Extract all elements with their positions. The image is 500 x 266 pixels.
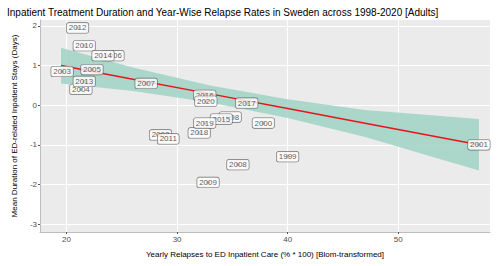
svg-text:2: 2: [33, 21, 38, 30]
svg-text:2017: 2017: [238, 99, 256, 108]
svg-text:-3: -3: [30, 220, 38, 229]
svg-text:2019: 2019: [196, 119, 214, 128]
svg-text:-1: -1: [30, 140, 38, 149]
svg-text:2010: 2010: [75, 41, 93, 50]
svg-text:-2: -2: [30, 180, 38, 189]
svg-text:2011: 2011: [160, 134, 178, 143]
svg-text:2018: 2018: [190, 128, 208, 137]
svg-text:Yearly Relapses to ED Inpatien: Yearly Relapses to ED Inpatient Care (% …: [146, 250, 384, 259]
svg-text:Inpatient Treatment Duration a: Inpatient Treatment Duration and Year-Wi…: [7, 7, 439, 18]
svg-text:1999: 1999: [279, 152, 297, 161]
svg-text:40: 40: [283, 235, 292, 244]
svg-text:50: 50: [394, 235, 403, 244]
svg-text:0: 0: [33, 101, 38, 110]
svg-text:2013: 2013: [75, 77, 93, 86]
svg-text:2008: 2008: [229, 160, 247, 169]
svg-text:2020: 2020: [197, 97, 215, 106]
svg-text:2005: 2005: [83, 65, 101, 74]
svg-text:2015: 2015: [212, 114, 231, 124]
svg-text:2003: 2003: [53, 67, 71, 76]
svg-text:20: 20: [62, 235, 71, 244]
svg-text:2009: 2009: [199, 178, 217, 187]
svg-text:30: 30: [173, 235, 182, 244]
svg-text:2001: 2001: [470, 140, 488, 149]
svg-text:2016: 2016: [195, 90, 214, 100]
svg-text:2000: 2000: [254, 119, 272, 128]
svg-text:2012: 2012: [69, 23, 87, 32]
svg-text:2014: 2014: [94, 51, 112, 60]
svg-text:2004: 2004: [72, 84, 90, 94]
svg-text:Mean Duration of ED-related In: Mean Duration of ED-related Inpatient St…: [10, 34, 19, 217]
svg-text:1: 1: [33, 61, 38, 70]
svg-text:2007: 2007: [137, 79, 155, 88]
